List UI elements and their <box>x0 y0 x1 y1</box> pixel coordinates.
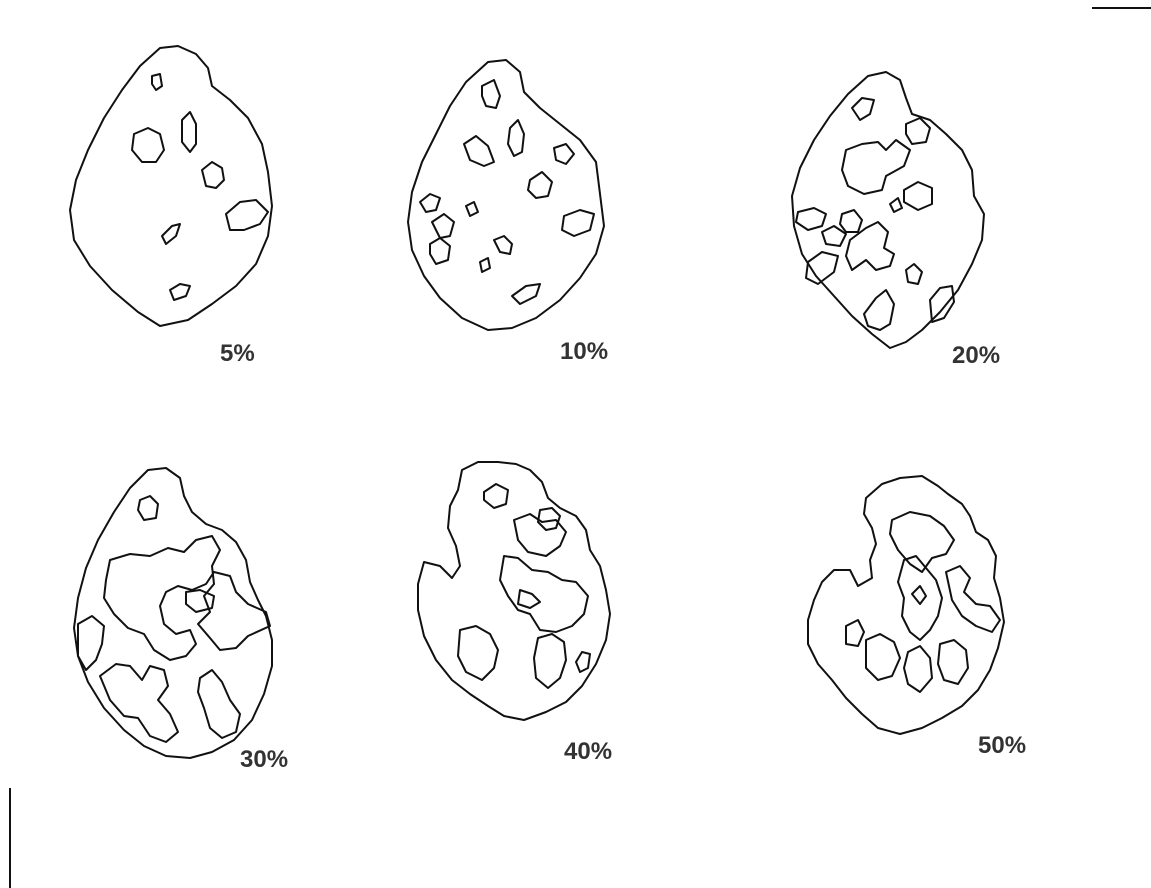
leaf-outline <box>407 59 605 331</box>
severity-label: 20% <box>952 342 1001 369</box>
lesion <box>889 197 903 213</box>
leaf-20-percent <box>791 71 985 349</box>
lesion <box>481 79 501 109</box>
leaf-outline <box>807 475 1005 735</box>
lesion <box>841 139 911 195</box>
lesion <box>151 73 163 91</box>
lesion <box>77 615 105 671</box>
lesion <box>889 511 955 573</box>
leaf-10-percent <box>407 59 605 331</box>
lesion <box>537 507 561 531</box>
lesion <box>863 289 895 331</box>
lesion <box>493 235 513 255</box>
lesion <box>463 135 495 167</box>
lesion <box>527 171 553 199</box>
lesion <box>419 193 441 213</box>
lesion <box>99 663 179 743</box>
lesion <box>575 651 591 673</box>
lesion <box>181 111 197 153</box>
leaf-outline <box>417 461 611 721</box>
lesion <box>937 639 969 685</box>
lesion <box>945 565 1001 633</box>
lesion <box>911 585 927 605</box>
lesion <box>553 143 575 165</box>
leaf-30-percent <box>73 467 273 759</box>
lesion <box>903 181 933 211</box>
lesion <box>431 213 455 239</box>
lesion <box>169 283 191 301</box>
lesion <box>479 257 491 273</box>
lesion <box>499 555 589 633</box>
lesion <box>845 619 865 647</box>
leaf-outline <box>791 71 985 349</box>
lesion <box>457 625 499 681</box>
lesion <box>201 161 225 189</box>
lesion <box>517 589 541 609</box>
lesion <box>905 263 923 285</box>
lesion <box>429 237 451 265</box>
lesion <box>513 513 567 557</box>
severity-label: 10% <box>560 338 609 365</box>
lesion <box>137 495 159 521</box>
severity-label: 30% <box>240 746 289 773</box>
lesion <box>511 283 541 305</box>
lesion <box>533 633 567 689</box>
leaf-50-percent <box>807 475 1005 735</box>
lesion <box>103 535 271 661</box>
lesion <box>185 589 215 613</box>
lesion <box>795 207 827 231</box>
lesion <box>483 483 509 509</box>
leaf-outline <box>69 45 273 327</box>
leaf-outline <box>73 467 273 759</box>
lesion <box>225 199 269 231</box>
lesion <box>903 645 933 693</box>
lesion <box>197 669 241 739</box>
lesion <box>161 223 181 245</box>
severity-label: 50% <box>978 732 1027 759</box>
leaf-5-percent <box>69 45 273 327</box>
lesion <box>465 201 479 217</box>
lesion <box>905 117 931 145</box>
severity-label: 40% <box>564 738 613 765</box>
lesion <box>865 633 901 681</box>
lesion <box>561 209 595 237</box>
lesion <box>929 285 955 323</box>
lesion <box>821 225 847 247</box>
lesion <box>839 209 863 233</box>
lesion <box>851 97 875 121</box>
lesion <box>845 221 895 271</box>
lesion <box>507 119 525 157</box>
severity-label: 5% <box>220 340 255 367</box>
lesion <box>131 127 165 163</box>
lesion <box>897 555 943 641</box>
lesion <box>805 251 839 285</box>
leaf-40-percent <box>417 461 611 721</box>
